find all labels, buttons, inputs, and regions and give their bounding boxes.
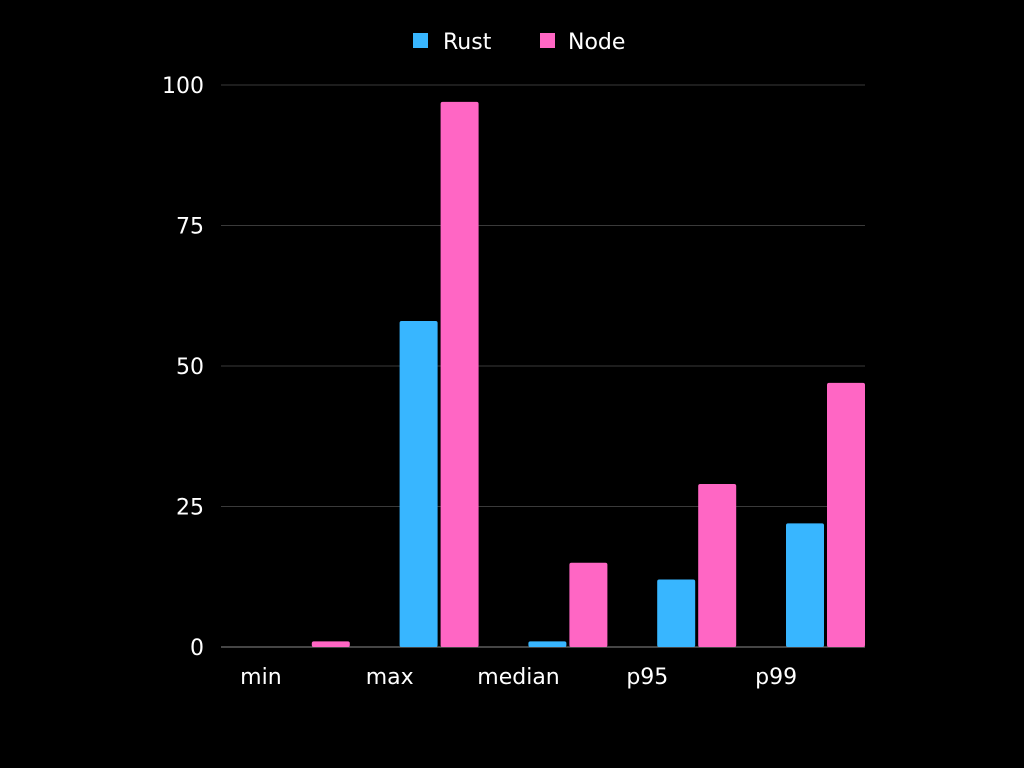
bar-rust-p95 bbox=[657, 579, 696, 647]
x-tick-label: min bbox=[240, 665, 282, 690]
bar-node-median bbox=[569, 562, 608, 647]
x-tick-label: median bbox=[477, 665, 559, 690]
legend-label-node: Node bbox=[568, 30, 625, 55]
bar-node-p95 bbox=[698, 484, 737, 647]
x-tick-label: p95 bbox=[626, 665, 668, 690]
y-tick-label: 50 bbox=[176, 355, 204, 380]
gridlines bbox=[221, 84, 865, 648]
legend-label-rust: Rust bbox=[443, 30, 492, 55]
bar-rust-median bbox=[528, 641, 567, 647]
legend-swatch-rust bbox=[413, 33, 428, 48]
y-tick-label: 75 bbox=[176, 215, 204, 240]
bar-node-max bbox=[440, 101, 479, 648]
y-tick-label: 100 bbox=[162, 74, 204, 99]
legend: Rust Node bbox=[413, 30, 625, 55]
bars bbox=[311, 101, 865, 648]
bar-rust-max bbox=[399, 321, 438, 647]
bar-node-min bbox=[311, 641, 350, 647]
y-tick-label: 25 bbox=[176, 496, 204, 521]
y-tick-label: 0 bbox=[190, 636, 204, 661]
x-tick-label: max bbox=[366, 665, 414, 690]
x-tick-label: p99 bbox=[755, 665, 797, 690]
bar-rust-p99 bbox=[786, 523, 824, 647]
y-axis-ticks: 0 25 50 75 100 bbox=[162, 74, 204, 661]
x-axis-ticks: min max median p95 p99 bbox=[240, 665, 797, 690]
bar-node-p99 bbox=[827, 382, 865, 647]
legend-swatch-node bbox=[540, 33, 555, 48]
